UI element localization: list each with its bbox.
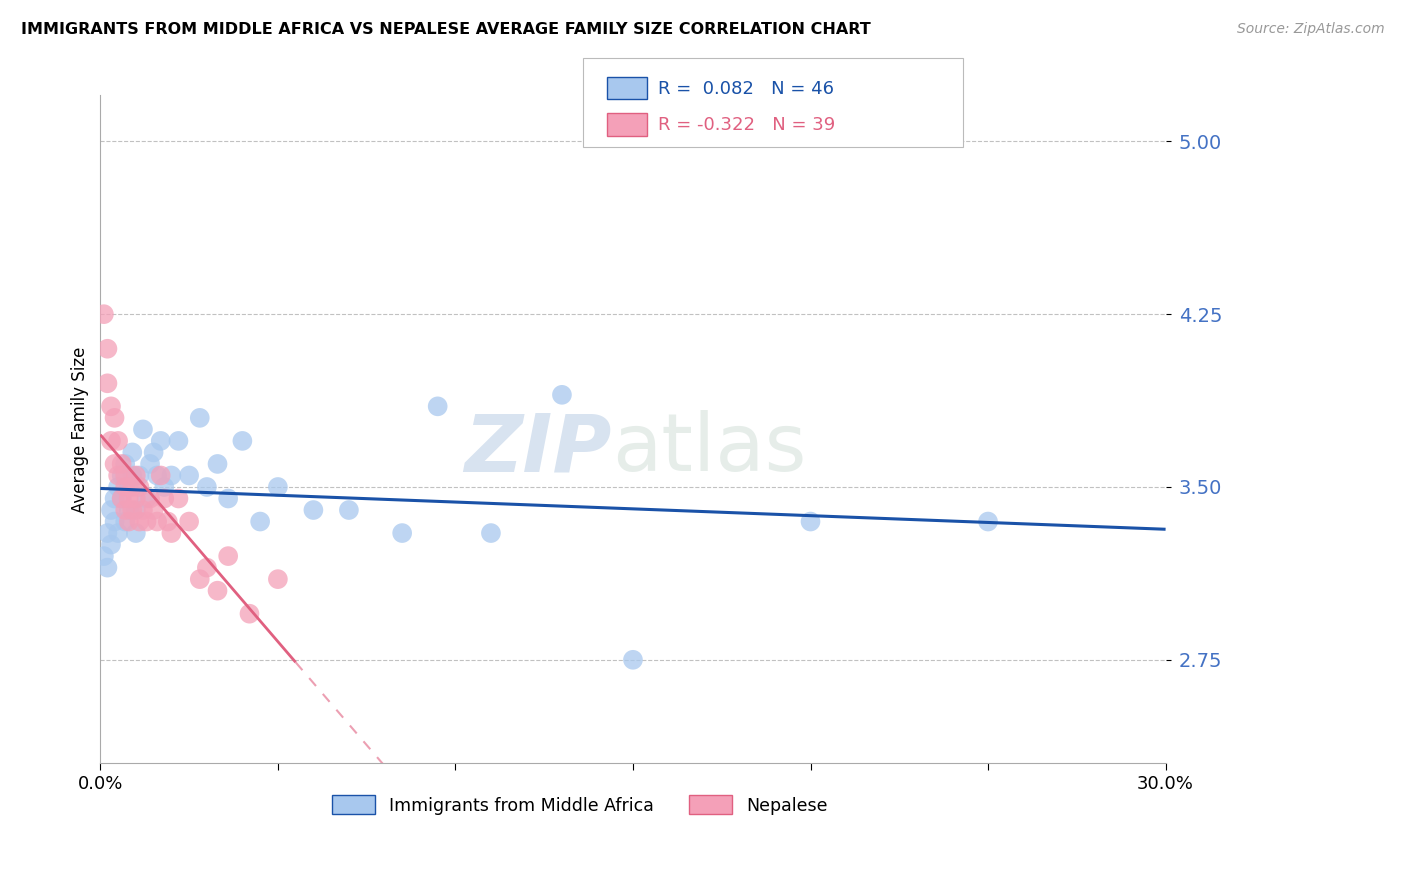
Point	[238, 607, 260, 621]
Point	[128, 468, 150, 483]
Point	[231, 434, 253, 448]
Point	[128, 480, 150, 494]
Point	[118, 480, 141, 494]
Point	[977, 515, 1000, 529]
Point	[799, 515, 821, 529]
Point	[125, 468, 148, 483]
Text: ZIP: ZIP	[464, 410, 612, 489]
Point	[125, 526, 148, 541]
Point	[128, 515, 150, 529]
Point	[121, 480, 143, 494]
Text: R = -0.322   N = 39: R = -0.322 N = 39	[658, 116, 835, 134]
Point	[160, 526, 183, 541]
Point	[100, 503, 122, 517]
Text: Source: ZipAtlas.com: Source: ZipAtlas.com	[1237, 22, 1385, 37]
Point	[188, 410, 211, 425]
Point	[207, 457, 229, 471]
Point	[551, 388, 574, 402]
Point	[426, 400, 449, 414]
Text: IMMIGRANTS FROM MIDDLE AFRICA VS NEPALESE AVERAGE FAMILY SIZE CORRELATION CHART: IMMIGRANTS FROM MIDDLE AFRICA VS NEPALES…	[21, 22, 870, 37]
Point	[156, 515, 179, 529]
Text: atlas: atlas	[612, 410, 806, 489]
Point	[153, 491, 176, 506]
Point	[149, 434, 172, 448]
Point	[103, 515, 125, 529]
Y-axis label: Average Family Size: Average Family Size	[72, 346, 89, 513]
Point	[111, 491, 134, 506]
Point	[118, 491, 141, 506]
Point	[107, 434, 129, 448]
Point	[142, 445, 165, 459]
Point	[167, 491, 190, 506]
Point	[96, 526, 118, 541]
Point	[96, 376, 118, 391]
Point	[621, 653, 644, 667]
Point	[114, 515, 136, 529]
Point	[118, 515, 141, 529]
Point	[179, 515, 201, 529]
Point	[103, 410, 125, 425]
Point	[103, 491, 125, 506]
Point	[391, 526, 413, 541]
Point	[167, 434, 190, 448]
Point	[107, 468, 129, 483]
Point	[267, 572, 290, 586]
Point	[139, 491, 162, 506]
Point	[135, 491, 157, 506]
Point	[96, 342, 118, 356]
Point	[100, 434, 122, 448]
Point	[111, 457, 134, 471]
Point	[111, 491, 134, 506]
Point	[121, 445, 143, 459]
Point	[111, 468, 134, 483]
Point	[160, 468, 183, 483]
Point	[132, 422, 155, 436]
Point	[153, 480, 176, 494]
Point	[179, 468, 201, 483]
Point	[146, 468, 169, 483]
Point	[188, 572, 211, 586]
Point	[217, 491, 239, 506]
Point	[149, 468, 172, 483]
Point	[195, 480, 218, 494]
Point	[114, 457, 136, 471]
Point	[114, 468, 136, 483]
Point	[142, 503, 165, 517]
Point	[267, 480, 290, 494]
Point	[125, 503, 148, 517]
Point	[146, 515, 169, 529]
Point	[249, 515, 271, 529]
Point	[107, 480, 129, 494]
Point	[103, 457, 125, 471]
Point	[121, 468, 143, 483]
Point	[132, 503, 155, 517]
Point	[100, 538, 122, 552]
Point	[118, 503, 141, 517]
Point	[93, 549, 115, 563]
Point	[302, 503, 325, 517]
Point	[135, 515, 157, 529]
Point	[139, 457, 162, 471]
Point	[100, 400, 122, 414]
Point	[125, 491, 148, 506]
Point	[195, 560, 218, 574]
Point	[114, 480, 136, 494]
Point	[337, 503, 360, 517]
Point	[107, 526, 129, 541]
Point	[93, 307, 115, 321]
Point	[479, 526, 502, 541]
Point	[96, 560, 118, 574]
Text: R =  0.082   N = 46: R = 0.082 N = 46	[658, 79, 834, 98]
Point	[121, 503, 143, 517]
Legend: Immigrants from Middle Africa, Nepalese: Immigrants from Middle Africa, Nepalese	[325, 789, 835, 822]
Point	[207, 583, 229, 598]
Point	[114, 503, 136, 517]
Point	[217, 549, 239, 563]
